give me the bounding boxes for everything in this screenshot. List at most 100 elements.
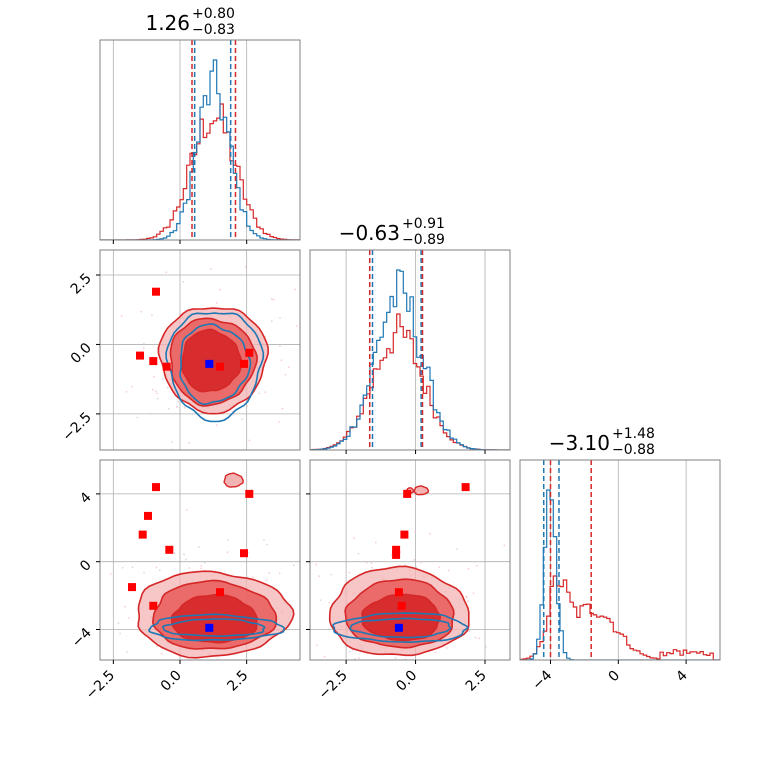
sample-point — [226, 551, 229, 554]
sample-point — [183, 553, 185, 556]
red-square-marker — [152, 287, 160, 296]
red-histogram — [100, 103, 300, 240]
sample-point — [315, 606, 317, 608]
sample-point — [468, 630, 471, 632]
pair-content — [73, 250, 325, 450]
sample-point — [188, 441, 190, 444]
sample-point — [219, 288, 222, 291]
sample-point — [306, 609, 308, 611]
sample-point — [200, 567, 203, 570]
sample-point — [151, 314, 153, 317]
blue-square-marker — [205, 623, 214, 632]
sample-point — [278, 572, 281, 575]
sample-point — [467, 567, 470, 570]
sample-point — [232, 413, 235, 416]
x-tick-label: −2.5 — [316, 668, 351, 703]
y-tick-label: 2.5 — [68, 271, 95, 298]
panel-title-upper-error: +1.48 — [612, 426, 655, 442]
sample-point — [357, 552, 360, 555]
red-square-marker — [240, 359, 248, 368]
pair-panel-2-0 — [96, 459, 344, 697]
sample-point — [414, 530, 417, 533]
sample-point — [387, 668, 389, 670]
sample-point — [200, 565, 203, 567]
y-tick-label: 4 — [77, 489, 95, 507]
diag-panel-1: −0.63 +0.91−0.89 — [309, 216, 511, 451]
sample-point — [120, 315, 123, 317]
sample-point — [522, 667, 524, 669]
sample-point — [140, 310, 143, 313]
diag-panel-2: −3.10 +1.48−0.88 — [519, 426, 721, 661]
sample-point — [127, 617, 130, 619]
sample-point — [188, 567, 191, 569]
sample-point — [153, 375, 156, 378]
sample-point — [182, 280, 185, 283]
sample-point — [117, 622, 120, 625]
x-tick-label: 4 — [673, 667, 691, 685]
sample-point — [142, 347, 145, 350]
sample-point — [143, 571, 146, 574]
sample-point — [445, 647, 448, 649]
x-tick-label: −2.5 — [83, 668, 118, 703]
sample-point — [323, 368, 325, 370]
sample-point — [420, 561, 422, 564]
sample-point — [155, 681, 157, 683]
sample-point — [315, 644, 318, 647]
sample-point — [151, 388, 154, 391]
y-tick-label: 0.0 — [68, 340, 95, 367]
sample-point — [413, 559, 416, 561]
sample-point — [358, 657, 360, 659]
red-square-marker — [136, 351, 144, 360]
x-tick-label: 0.0 — [393, 668, 420, 695]
sample-point — [304, 614, 306, 616]
sample-point — [213, 683, 215, 685]
pair-panel-2-1 — [309, 459, 524, 674]
sample-point — [370, 562, 373, 564]
sample-point — [215, 302, 218, 304]
pair-frame — [99, 459, 301, 661]
sample-point — [342, 695, 344, 697]
pair-content — [310, 460, 524, 674]
sample-point — [294, 288, 296, 291]
sample-point — [173, 552, 176, 554]
y-tick-label: −2.5 — [59, 409, 94, 444]
sample-point — [246, 405, 249, 408]
sample-point — [353, 537, 355, 540]
sample-point — [175, 405, 178, 408]
sample-point — [177, 400, 179, 403]
sample-point — [171, 441, 174, 443]
sample-point — [96, 672, 98, 674]
blue-contour-level-1 — [179, 323, 252, 406]
y-tick-label: 0 — [77, 557, 95, 575]
sample-point — [365, 561, 368, 564]
red-square-marker — [216, 362, 224, 371]
red-square-marker — [165, 545, 174, 554]
panel-title-upper-error: +0.91 — [402, 216, 445, 232]
red-square-marker — [152, 483, 160, 492]
diag-frame — [99, 39, 301, 241]
sample-point — [73, 312, 75, 314]
sample-point — [348, 571, 351, 574]
pair-panel-1-0 — [73, 249, 325, 451]
sample-point — [443, 672, 445, 674]
sample-point — [248, 439, 251, 442]
red-square-marker — [149, 601, 158, 610]
panel-title-value: 1.26 — [145, 11, 190, 35]
red-square-marker — [392, 550, 401, 559]
sample-point — [183, 406, 186, 409]
sample-point — [210, 268, 212, 270]
blue-square-marker — [394, 623, 403, 632]
sample-point — [314, 586, 316, 588]
sample-point — [167, 407, 170, 410]
x-tick-label: 2.5 — [463, 668, 490, 695]
sample-point — [503, 544, 506, 547]
sample-point — [323, 655, 326, 658]
panel-title-lower-error: −0.88 — [612, 442, 655, 458]
sample-point — [266, 543, 268, 546]
panel-title-value: −0.63 — [339, 221, 400, 245]
sample-point — [319, 599, 322, 601]
sample-point — [478, 637, 481, 640]
sample-point — [160, 652, 163, 655]
sample-point — [270, 320, 273, 322]
